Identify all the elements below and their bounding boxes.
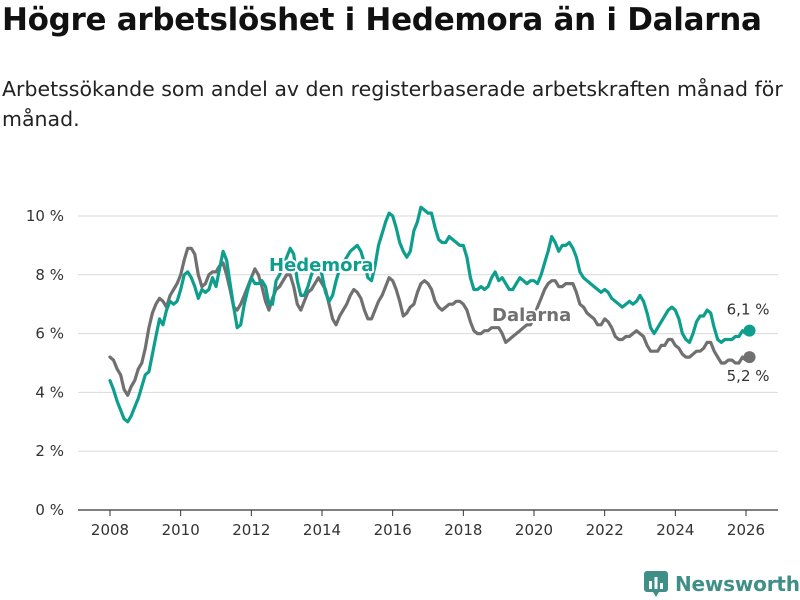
newsworthy-logo-icon — [644, 571, 668, 597]
x-tick-label: 2020 — [515, 521, 553, 539]
series-line-dalarna — [108, 246, 752, 397]
chart-subtitle: Arbetssökande som andel av den registerb… — [2, 77, 783, 131]
x-tick-label: 2022 — [586, 521, 624, 539]
grid-lines — [78, 215, 778, 511]
newsworthy-logo[interactable]: Newsworthy — [644, 569, 800, 599]
y-tick-label: 10 % — [26, 207, 64, 225]
y-tick-label: 6 % — [35, 325, 64, 343]
x-tick-label: 2008 — [91, 521, 129, 539]
y-tick-label: 4 % — [35, 383, 64, 401]
series-labels: Hedemora Dalarna 6,1 % 5,2 % — [267, 253, 770, 385]
y-tick-label: 2 % — [35, 442, 64, 460]
series-lines — [108, 205, 756, 424]
x-tick-label: 2014 — [303, 521, 341, 539]
chart-title: Högre arbetslöshet i Hedemora än i Dalar… — [2, 2, 762, 38]
series-label-dalarna: Dalarna — [492, 305, 571, 326]
end-value-hedemora: 6,1 % — [727, 301, 770, 319]
y-tick-label: 0 % — [35, 501, 64, 519]
y-tick-label: 8 % — [35, 266, 64, 284]
end-value-dalarna: 5,2 % — [727, 367, 770, 385]
brand-name: Newsworthy — [675, 572, 800, 596]
y-axis: 0 % 2 % 4 % 6 % 8 % 10 % — [26, 207, 64, 519]
x-tick-label: 2016 — [374, 521, 412, 539]
x-tick-label: 2012 — [232, 521, 270, 539]
series-line-hedemora — [108, 205, 752, 424]
end-point-dalarna — [743, 351, 756, 364]
x-tick-label: 2018 — [444, 521, 482, 539]
x-tick-label: 2010 — [162, 521, 200, 539]
x-axis: 2008 2010 2012 2014 2016 2018 2020 2022 2024 2026 — [91, 510, 765, 539]
series-label-hedemora: Hedemora — [269, 255, 374, 276]
x-tick-label: 2024 — [656, 521, 694, 539]
x-tick-label: 2026 — [727, 521, 765, 539]
end-point-hedemora — [743, 324, 756, 337]
